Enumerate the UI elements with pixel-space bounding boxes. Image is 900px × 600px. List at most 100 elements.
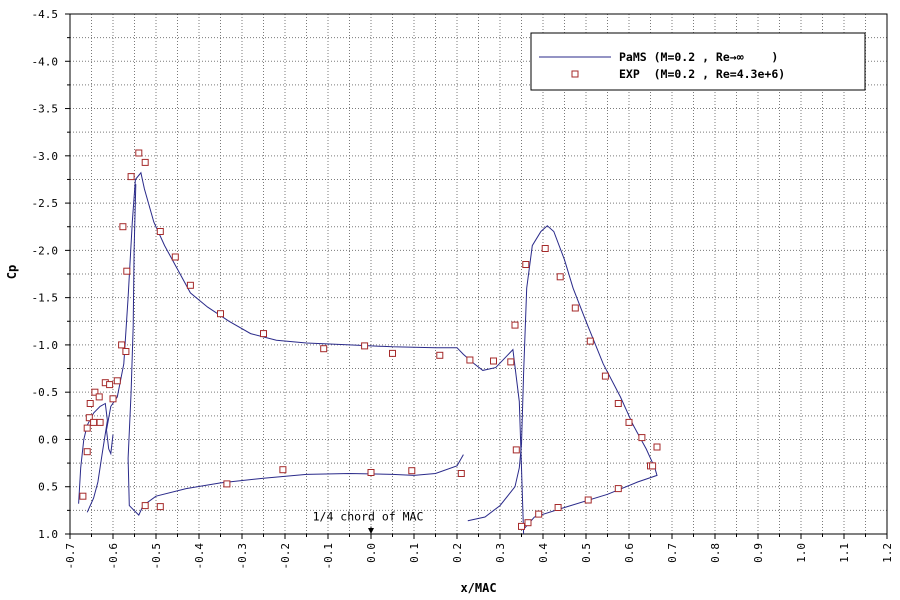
y-tick-label: -3.5 [32, 103, 59, 116]
pams-curve-segment [78, 402, 108, 513]
y-axis-ticks: -4.5 -4.0 -3.5 -3.0 -2.5 -2.0 -1.5 -1.0 -0.5 0.0 0… [32, 8, 70, 541]
exp-data-point [91, 388, 99, 396]
x-tick-label: 0.6 [623, 543, 636, 563]
quarter-chord-annotation: 1/4 chord of MAC [313, 510, 424, 524]
exp-data-point [127, 173, 135, 181]
x-tick-label: 0.4 [537, 543, 550, 563]
exp-data-point [522, 261, 530, 268]
exp-data-point [541, 245, 549, 252]
exp-data-point [83, 448, 91, 456]
exp-data-point [524, 519, 532, 527]
exp-data-point [109, 395, 117, 403]
x-tick-label: -0.4 [193, 543, 206, 570]
exp-data-point [584, 496, 592, 504]
pams-curve-segment [127, 184, 464, 516]
y-tick-label: -2.5 [32, 197, 59, 210]
exp-data-point [217, 310, 224, 318]
x-tick-label: -0.6 [107, 543, 120, 570]
exp-data-point [518, 522, 525, 530]
exp-data-point [535, 510, 543, 518]
pams-curve-segment [467, 225, 658, 530]
exp-data-point [571, 304, 579, 312]
exp-data-point [83, 424, 91, 432]
exp-data-point [653, 443, 661, 451]
exp-data-point [320, 345, 328, 353]
exp-data-point [141, 158, 149, 166]
exp-data-point [223, 480, 231, 488]
exp-data-point [512, 446, 520, 454]
exp-data-point [260, 330, 267, 338]
exp-data-point [122, 348, 130, 355]
x-tick-label: -0.7 [64, 543, 77, 570]
exp-data-point [638, 434, 646, 442]
exp-data-point [171, 253, 179, 261]
exp-data-point [586, 337, 594, 345]
quarter-chord-arrow-icon [368, 528, 374, 534]
exp-data-point [118, 341, 126, 349]
exp-data-point [490, 357, 497, 365]
y-tick-label: -4.5 [32, 8, 59, 21]
exp-data-point [625, 418, 633, 426]
exp-data-point [123, 267, 131, 275]
legend-label-pams: PaMS (M=0.2 , Re→∞ ) [619, 50, 778, 64]
x-tick-label: 0.8 [709, 543, 722, 563]
legend: PaMS (M=0.2 , Re→∞ ) EXP (M=0.2 , Re=4.3… [530, 32, 866, 91]
y-tick-label: 0.0 [38, 433, 58, 446]
exp-data-point [614, 400, 622, 407]
y-tick-label: -3.0 [32, 150, 59, 163]
x-axis-title: x/MAC [460, 581, 496, 595]
exp-data-point [389, 349, 396, 357]
y-axis-title: Cp [5, 265, 19, 279]
exp-data-point [556, 273, 564, 281]
x-tick-label: 0.9 [752, 543, 765, 563]
exp-data-point [367, 469, 375, 476]
y-tick-label: -4.0 [32, 55, 59, 68]
exp-data-point [85, 414, 93, 422]
x-tick-label: -0.3 [236, 543, 249, 570]
x-tick-label: 0.1 [408, 543, 421, 563]
exp-data-point [119, 223, 127, 231]
y-tick-label: -1.0 [32, 339, 59, 352]
x-tick-label: 0.0 [365, 543, 378, 563]
legend-label-exp: EXP (M=0.2 , Re=4.3e+6) [619, 67, 785, 81]
x-tick-label: 0.5 [580, 543, 593, 563]
exp-data-point [86, 400, 94, 407]
legend-box [530, 32, 866, 91]
exp-data-point [649, 462, 657, 470]
x-tick-label: 0.3 [494, 543, 507, 563]
exp-data-point [601, 372, 609, 380]
exp-data-point [79, 492, 87, 500]
exp-data-point [466, 356, 474, 364]
exp-data-point [436, 351, 444, 359]
exp-data-point [113, 377, 121, 385]
exp-data-point [408, 467, 416, 475]
x-tick-label: -0.5 [150, 543, 163, 570]
y-tick-label: -2.0 [32, 244, 59, 257]
exp-data-point [156, 228, 164, 235]
y-tick-label: -1.5 [32, 292, 59, 305]
exp-data-point [361, 342, 369, 350]
exp-data-point [511, 321, 519, 329]
x-tick-label: 1.2 [881, 543, 894, 563]
exp-data-point [457, 470, 465, 477]
legend-marker-swatch [571, 70, 579, 78]
series-layer [78, 149, 661, 535]
exp-data-point [90, 418, 98, 426]
exp-data-point [279, 466, 287, 474]
pams-curve-segment [105, 171, 525, 535]
exp-data-point [106, 381, 114, 389]
x-tick-label: 0.7 [666, 543, 679, 563]
x-tick-label: -0.2 [279, 543, 292, 570]
exp-data-point [614, 485, 622, 493]
exp-data-point [135, 149, 143, 157]
annotation-layer: 1/4 chord of MAC [313, 510, 424, 534]
x-tick-label: 0.2 [451, 543, 464, 563]
x-tick-label: 1.0 [795, 543, 808, 563]
exp-data-point [186, 281, 194, 289]
x-tick-label: -0.1 [322, 543, 335, 570]
exp-data-point [95, 393, 103, 401]
exp-data-point [507, 358, 515, 366]
exp-data-point [96, 418, 104, 426]
x-axis-ticks: -0.7 -0.6 -0.5 -0.4 -0.3 -0.2 -0.1 0.0 0.1 0.2 0.3… [64, 534, 894, 570]
